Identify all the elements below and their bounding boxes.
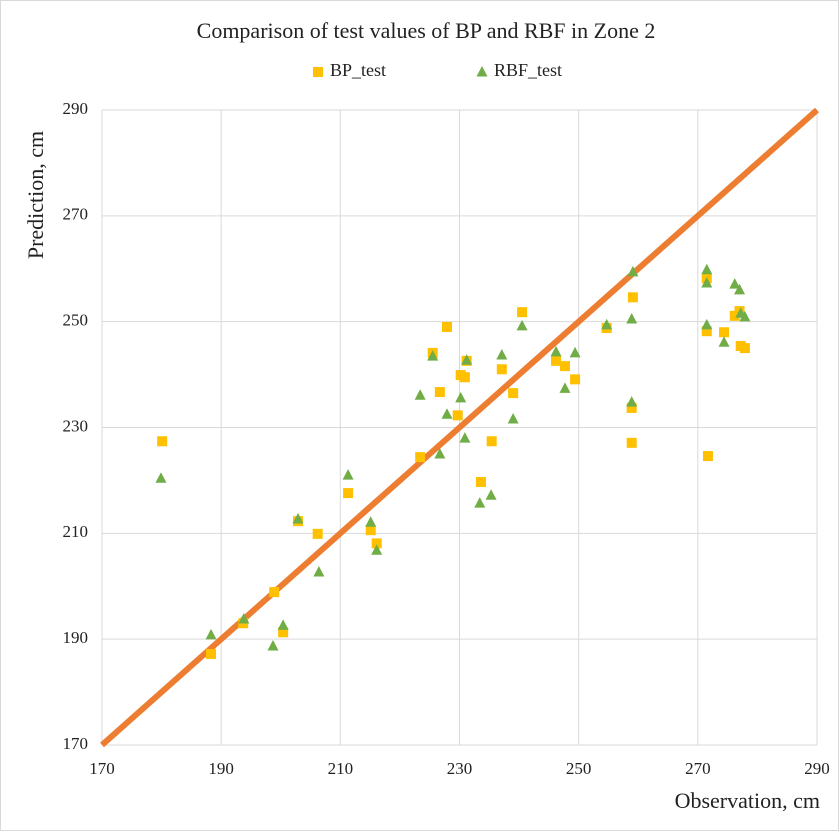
point xyxy=(485,489,497,500)
y-tick-label: 230 xyxy=(63,416,89,435)
x-tick-label: 290 xyxy=(804,759,830,778)
point xyxy=(551,355,562,366)
point xyxy=(626,396,638,407)
y-tick-label: 290 xyxy=(63,99,89,118)
point xyxy=(365,516,377,527)
point xyxy=(238,613,250,624)
y-tick-label: 170 xyxy=(63,734,89,753)
point xyxy=(570,374,581,385)
point xyxy=(718,336,730,347)
point xyxy=(475,477,486,488)
x-tick-label: 230 xyxy=(447,759,473,778)
point xyxy=(508,388,519,399)
point xyxy=(459,432,471,443)
point xyxy=(277,619,289,630)
point xyxy=(702,451,713,462)
point xyxy=(559,361,570,372)
point xyxy=(313,565,325,577)
point xyxy=(517,307,528,318)
point xyxy=(312,528,323,539)
point xyxy=(452,410,463,421)
point xyxy=(292,513,304,524)
y-axis-label: Prediction, cm xyxy=(23,131,48,259)
legend-label: BP_test xyxy=(330,60,386,80)
point xyxy=(459,372,470,383)
point xyxy=(455,391,467,403)
point xyxy=(627,292,638,303)
point xyxy=(365,525,376,536)
point xyxy=(627,265,639,277)
point xyxy=(626,402,637,413)
x-tick-label: 170 xyxy=(89,759,115,778)
point xyxy=(157,436,168,447)
point xyxy=(206,648,217,659)
point xyxy=(427,350,439,361)
point xyxy=(626,437,637,448)
point xyxy=(474,497,486,508)
point xyxy=(719,327,730,338)
y-tick-label: 190 xyxy=(63,628,89,647)
point xyxy=(739,310,751,322)
point xyxy=(729,278,741,289)
x-tick-label: 190 xyxy=(208,759,234,778)
point xyxy=(342,469,354,480)
point xyxy=(371,544,383,555)
legend-marker xyxy=(476,66,488,77)
legend-marker xyxy=(313,67,323,77)
point xyxy=(278,627,289,638)
point xyxy=(269,587,280,598)
point xyxy=(701,326,712,337)
x-tick-label: 210 xyxy=(328,759,354,778)
point xyxy=(701,263,713,275)
point xyxy=(569,346,581,358)
point xyxy=(550,345,562,357)
identity-line xyxy=(100,107,819,748)
point xyxy=(155,472,167,483)
y-tick-label: 250 xyxy=(63,311,89,330)
chart-title: Comparison of test values of BP and RBF … xyxy=(197,18,656,43)
point xyxy=(734,283,746,295)
point xyxy=(461,354,473,365)
point xyxy=(559,382,571,393)
point xyxy=(441,321,452,332)
y-tick-label: 210 xyxy=(63,522,89,541)
point xyxy=(496,349,508,360)
point xyxy=(626,313,638,324)
x-tick-label: 250 xyxy=(566,759,592,778)
point xyxy=(205,628,217,640)
x-tick-label: 270 xyxy=(685,759,711,778)
point xyxy=(516,319,528,331)
point xyxy=(434,387,445,398)
point xyxy=(701,277,713,288)
x-axis-label: Observation, cm xyxy=(675,788,820,813)
point xyxy=(267,640,279,651)
point xyxy=(739,343,750,354)
y-tick-label: 270 xyxy=(63,205,89,224)
point xyxy=(701,318,713,330)
legend-label: RBF_test xyxy=(494,60,562,80)
point xyxy=(496,364,507,375)
point xyxy=(415,452,426,463)
point xyxy=(486,436,497,447)
point xyxy=(371,538,382,549)
point xyxy=(414,389,426,400)
point xyxy=(434,447,446,459)
point xyxy=(507,413,519,424)
point xyxy=(601,318,613,330)
point xyxy=(441,408,453,419)
point xyxy=(343,488,354,499)
